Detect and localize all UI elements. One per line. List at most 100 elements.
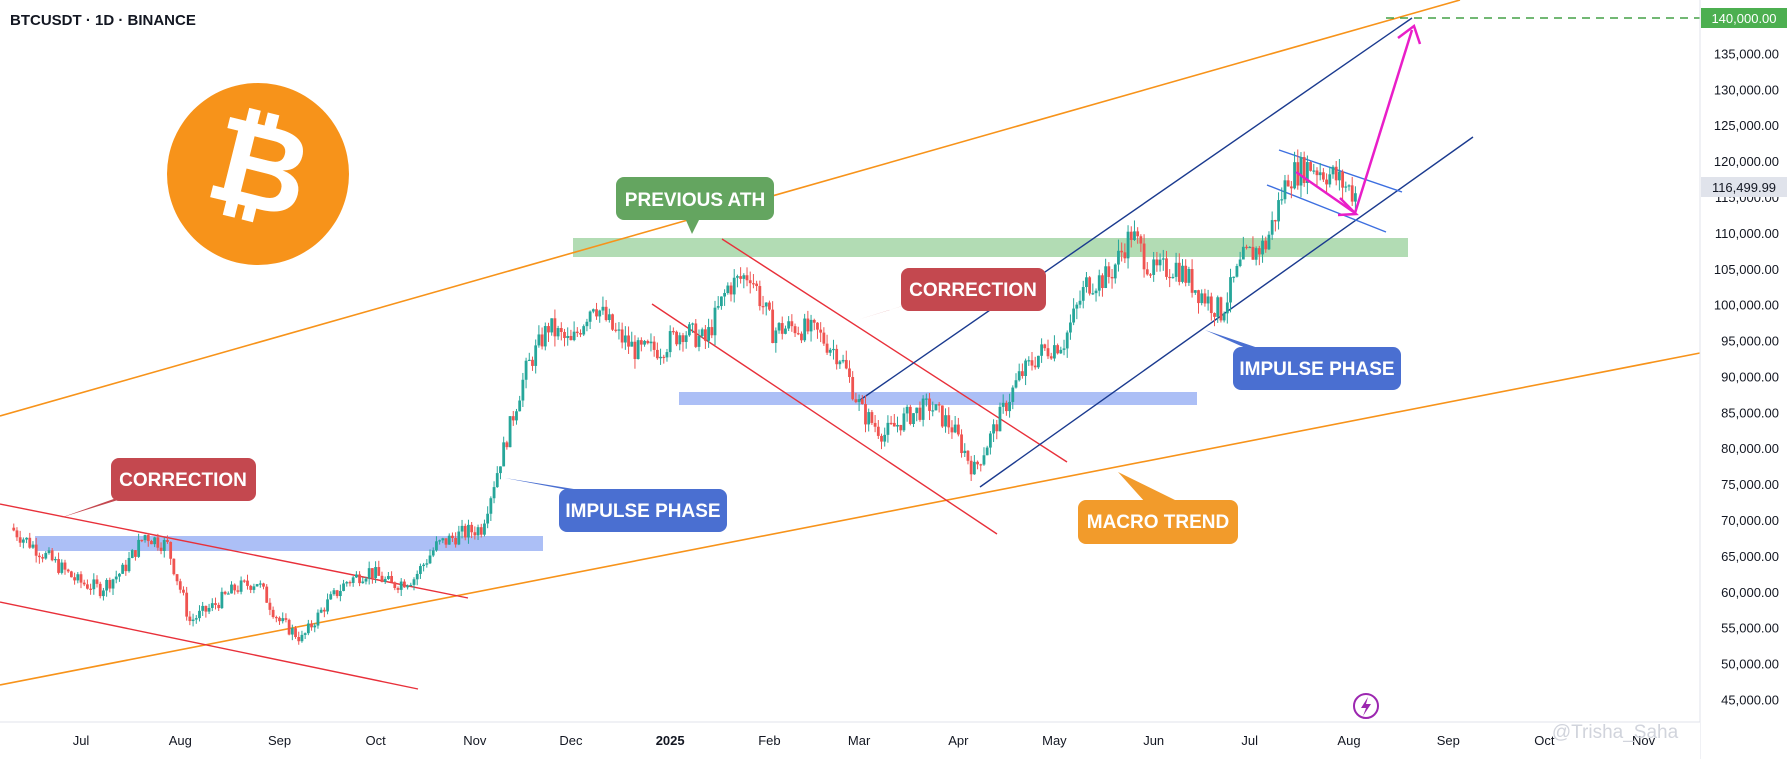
candle-body: [313, 625, 317, 628]
callout-impulse-phase-2-label: IMPULSE PHASE: [1239, 359, 1394, 380]
candle-body: [748, 280, 752, 284]
candle: [150, 539, 153, 545]
candle-body: [790, 321, 794, 327]
price-tick-label: 95,000.00: [1721, 334, 1779, 349]
candle-body: [681, 335, 685, 343]
candle: [1206, 289, 1210, 311]
time-tick-label: Dec: [559, 733, 583, 748]
callout-previous-ath[interactable]: PREVIOUS ATH: [616, 177, 774, 234]
candle-body: [819, 329, 823, 333]
candle-body: [867, 412, 871, 425]
candle: [857, 394, 861, 411]
candle: [780, 316, 784, 340]
candle: [153, 536, 157, 548]
candle: [345, 581, 349, 587]
callout-macro-trend[interactable]: MACRO TREND: [1078, 472, 1238, 544]
candle: [976, 460, 979, 470]
candle-body: [358, 574, 361, 584]
candle: [524, 357, 528, 389]
price-axis[interactable]: 140,000.00 135,000.00 130,000.00 125,000.00…: [1699, 0, 1789, 759]
candle-body: [864, 403, 867, 425]
candle: [159, 542, 163, 555]
candle-body: [1235, 266, 1239, 277]
candle: [137, 533, 141, 558]
candle: [1094, 288, 1098, 302]
candle-body: [1331, 166, 1335, 175]
candle-body: [274, 617, 278, 619]
time-axis[interactable]: Jul Aug Sep Oct Nov Dec 2025 Feb Mar Apr May Jun Jul…: [0, 721, 1700, 759]
callout-correction-2[interactable]: CORRECTION: [857, 268, 1046, 320]
candle: [832, 339, 835, 360]
candle-body: [1261, 240, 1264, 255]
candle-body: [217, 604, 221, 609]
candle: [732, 269, 736, 303]
candle: [470, 522, 474, 539]
candle-body: [406, 585, 410, 588]
candle-body: [1056, 345, 1060, 354]
candle-body: [908, 406, 912, 424]
candle: [1280, 187, 1284, 205]
candle: [1078, 290, 1082, 309]
candle: [1197, 289, 1200, 314]
candle-body: [409, 584, 413, 587]
candle-body: [828, 349, 832, 353]
candle-body: [1289, 186, 1293, 189]
candle-body: [505, 442, 509, 448]
candle: [1302, 151, 1306, 187]
candle: [1046, 339, 1050, 360]
candle-body: [940, 405, 944, 427]
candle: [1293, 151, 1296, 190]
candle-body: [563, 331, 566, 339]
candle: [655, 342, 659, 360]
candle-body: [95, 579, 99, 584]
candle: [69, 570, 73, 578]
candle-body: [780, 323, 784, 334]
candle: [934, 403, 938, 411]
candle-body: [678, 335, 682, 345]
candle-body: [114, 576, 118, 580]
candle: [854, 392, 858, 404]
candle-body: [1267, 234, 1271, 250]
candle: [105, 578, 109, 597]
lightning-icon[interactable]: [1353, 693, 1379, 719]
candle: [1027, 356, 1031, 366]
candle: [390, 571, 393, 583]
candle: [844, 350, 848, 370]
candle: [793, 323, 797, 337]
candle: [668, 325, 672, 358]
callout-impulse-phase-1[interactable]: IMPULSE PHASE: [505, 478, 727, 532]
candle: [1331, 165, 1335, 179]
candle: [1174, 252, 1178, 282]
price-tick-label: 45,000.00: [1721, 693, 1779, 708]
candle-body: [832, 348, 835, 351]
candle-body: [633, 341, 637, 360]
correction-1-lower-line: [0, 601, 419, 690]
candle: [1011, 385, 1015, 410]
candle-body: [713, 307, 717, 336]
candle-body: [956, 424, 960, 435]
candle-body: [1011, 387, 1015, 402]
candle: [175, 573, 179, 586]
candle-body: [508, 416, 512, 448]
candle-body: [822, 332, 826, 344]
candle: [230, 581, 233, 594]
candle: [1344, 181, 1348, 193]
candle-body: [611, 314, 614, 330]
candle-body: [1113, 264, 1117, 279]
callout-impulse-phase-2[interactable]: IMPULSE PHASE: [1205, 330, 1401, 390]
candle: [697, 329, 701, 352]
candle-body: [537, 334, 541, 346]
candle-body: [457, 531, 461, 545]
candle-body: [694, 323, 698, 347]
overlay-layer: [1295, 23, 1422, 217]
candle: [960, 429, 963, 458]
candle: [838, 359, 842, 369]
candle: [969, 455, 973, 482]
candle: [515, 408, 518, 425]
correction-2-upper-line: [721, 238, 1068, 463]
candle: [1149, 273, 1152, 278]
candle: [988, 431, 992, 455]
candle-body: [518, 400, 522, 412]
callout-correction-1[interactable]: CORRECTION: [60, 458, 256, 518]
candle: [559, 322, 563, 341]
